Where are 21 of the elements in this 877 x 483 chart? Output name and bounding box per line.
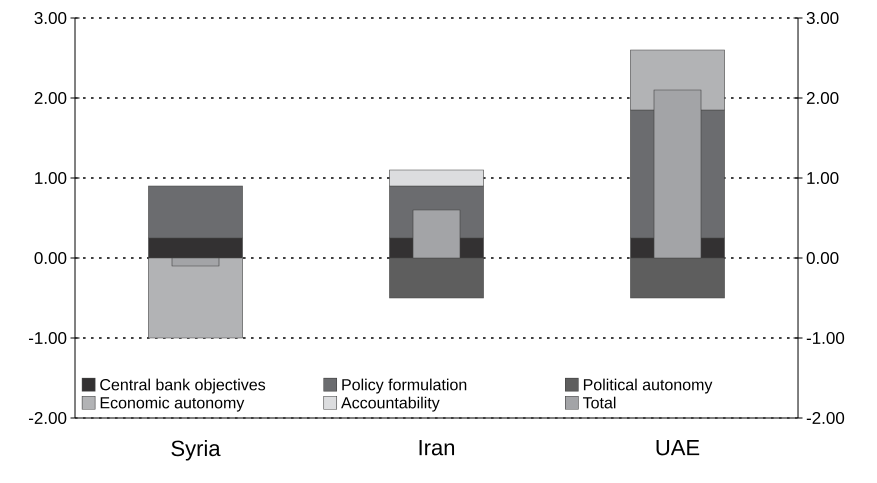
y2-tick-label: 2.00	[806, 92, 838, 104]
y2-tick-label: 0.00	[806, 252, 838, 264]
x-tick-label: Syria	[171, 440, 221, 461]
y2-tick-label: -2.00	[806, 412, 844, 424]
y2-tick-label: 3.00	[806, 12, 838, 24]
x-tick-label: UAE	[656, 440, 700, 456]
y-tick-label: 0.00	[34, 252, 66, 264]
legend-label: Total	[582, 396, 616, 408]
y-tick-label: 1.00	[35, 172, 66, 184]
legend-label: Political autonomy	[584, 378, 712, 394]
legend-label: Policy formulation	[342, 378, 466, 394]
y2-tick-label: -1.00	[806, 332, 844, 344]
y-tick-label: -2.00	[28, 412, 66, 424]
legend-label: Economic autonomy	[100, 396, 244, 412]
y-tick-label: 2.00	[34, 92, 66, 104]
legend-label: Accountability	[341, 396, 440, 412]
y-tick-label: -1.00	[28, 332, 66, 344]
y2-tick-label: 1.00	[807, 172, 838, 184]
y-tick-label: 3.00	[34, 12, 66, 24]
legend-label: Central bank objectives	[100, 378, 266, 394]
x-tick-label: Iran	[420, 440, 454, 456]
